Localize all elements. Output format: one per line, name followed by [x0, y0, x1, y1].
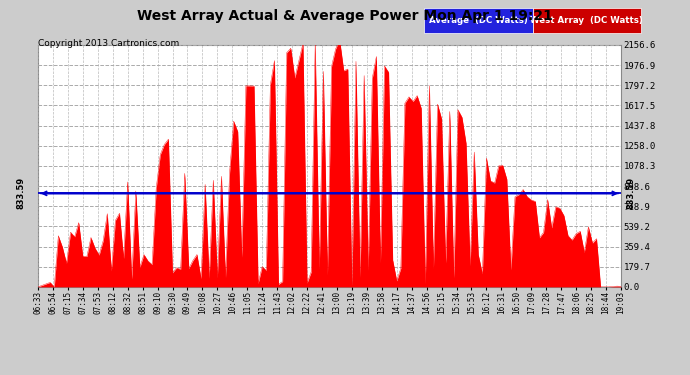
Text: 833.59: 833.59: [627, 177, 636, 210]
Text: West Array  (DC Watts): West Array (DC Watts): [531, 16, 643, 25]
Text: Copyright 2013 Cartronics.com: Copyright 2013 Cartronics.com: [38, 39, 179, 48]
Bar: [424, 8, 533, 33]
Text: Average  (DC Watts): Average (DC Watts): [429, 16, 528, 25]
Text: 833.59: 833.59: [16, 177, 26, 210]
Text: West Array Actual & Average Power Mon Apr 1 19:21: West Array Actual & Average Power Mon Ap…: [137, 9, 553, 23]
Bar: [533, 8, 641, 33]
